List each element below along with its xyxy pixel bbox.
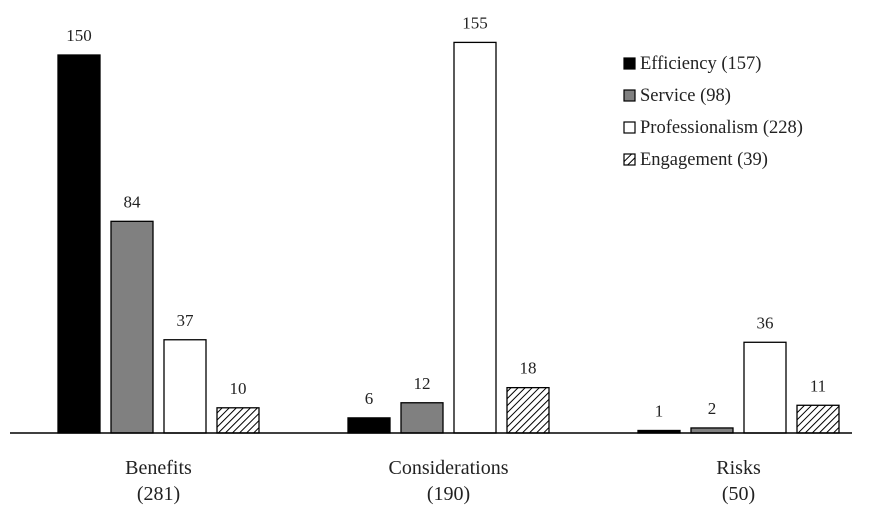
- bar-risks-professionalism: [743, 341, 787, 434]
- category-label-risks: Risks: [716, 457, 761, 479]
- bar-considerations-efficiency: [347, 417, 391, 434]
- category-total-considerations: (190): [427, 483, 470, 505]
- bar-considerations-professionalism: [453, 41, 497, 434]
- category-total-benefits: (281): [137, 483, 180, 505]
- bar-risks-engagement: [796, 404, 840, 434]
- value-label-considerations-professionalism: 155: [462, 13, 488, 32]
- value-label-benefits-professionalism: 37: [177, 311, 195, 330]
- value-label-considerations-efficiency: 6: [365, 389, 374, 408]
- category-labels-group: Benefits (281) Considerations (190) Risks (50…: [125, 457, 761, 505]
- bar-considerations-service: [400, 402, 444, 434]
- bar-benefits-professionalism: [163, 339, 207, 434]
- bar-benefits-engagement: [216, 407, 260, 434]
- value-label-benefits-efficiency: 150: [66, 26, 92, 45]
- legend-label-service: Service (98): [640, 86, 731, 106]
- legend-swatch-service: [623, 89, 636, 102]
- category-label-considerations: Considerations: [389, 457, 509, 479]
- legend-label-engagement: Engagement (39): [640, 150, 768, 170]
- value-label-benefits-service: 84: [124, 192, 142, 211]
- bar-benefits-efficiency: [57, 54, 101, 434]
- legend-swatch-professionalism: [623, 121, 636, 134]
- value-label-risks-professionalism: 36: [757, 313, 774, 332]
- bar-risks-service: [690, 427, 734, 434]
- category-total-risks: (50): [722, 483, 755, 505]
- legend-label-professionalism: Professionalism (228): [640, 118, 803, 138]
- bar-benefits-service: [110, 220, 154, 434]
- legend-swatch-efficiency: [623, 57, 636, 70]
- value-label-risks-service: 2: [708, 399, 717, 418]
- value-label-risks-engagement: 11: [810, 376, 826, 395]
- value-label-considerations-engagement: 18: [520, 359, 537, 378]
- legend: Efficiency (157) Service (98) Professional…: [623, 54, 803, 170]
- category-label-benefits: Benefits: [125, 457, 192, 479]
- bars-group: [57, 41, 840, 434]
- value-label-considerations-service: 12: [414, 374, 431, 393]
- value-label-risks-efficiency: 1: [655, 401, 664, 420]
- legend-label-efficiency: Efficiency (157): [640, 54, 761, 74]
- legend-swatch-engagement: [623, 153, 636, 166]
- bar-considerations-engagement: [506, 386, 550, 434]
- value-label-benefits-engagement: 10: [230, 379, 247, 398]
